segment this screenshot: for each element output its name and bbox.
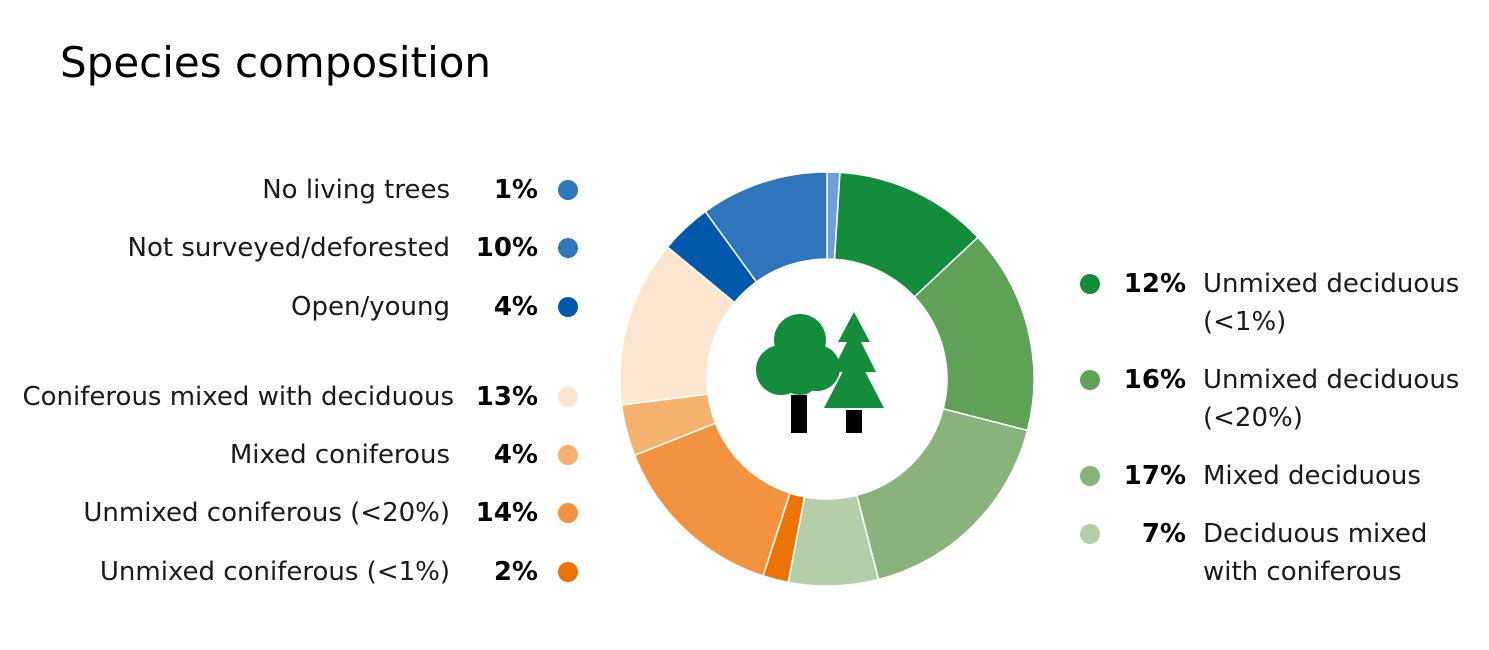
legend-label: Mixed deciduous xyxy=(1203,461,1421,491)
legend-left-item: No living trees 1% xyxy=(0,171,580,209)
legend-label: No living trees xyxy=(262,175,450,205)
legend-right-item: 12% Unmixed deciduous (<1%) xyxy=(1078,265,1478,345)
legend-label: Unmixed deciduous xyxy=(1203,269,1460,299)
legend-label: Deciduous mixed xyxy=(1203,519,1428,549)
legend-percent: 7% xyxy=(1141,519,1186,549)
legend-label-line2: with coniferous xyxy=(1203,557,1402,587)
legend-dot xyxy=(1080,370,1100,390)
legend-percent: 4% xyxy=(493,292,538,322)
trees-icon xyxy=(756,312,884,433)
legend-label: Mixed coniferous xyxy=(229,440,450,470)
legend-left-item: Open/young 4% xyxy=(0,288,580,326)
legend-right-item: 7% Deciduous mixed with coniferous xyxy=(1078,515,1478,595)
legend-label: Unmixed coniferous (<1%) xyxy=(99,557,450,587)
legend-label: Unmixed coniferous (<20%) xyxy=(83,498,450,528)
legend-right-item: 17% Mixed deciduous xyxy=(1078,457,1478,537)
legend-left-item: Coniferous mixed with deciduous 13% xyxy=(0,378,580,416)
legend-dot xyxy=(558,180,578,200)
legend-percent: 12% xyxy=(1123,269,1186,299)
legend-label: Unmixed deciduous xyxy=(1203,365,1460,395)
slice-not-surveyed-deforested xyxy=(704,171,828,283)
legend-left-item: Unmixed coniferous (<1%) 2% xyxy=(0,553,580,591)
legend-dot xyxy=(1080,466,1100,486)
legend-dot xyxy=(558,503,578,523)
legend-percent: 4% xyxy=(493,440,538,470)
legend-label: Coniferous mixed with deciduous xyxy=(22,382,455,412)
legend-percent: 10% xyxy=(475,233,538,263)
legend-label-line2: (<20%) xyxy=(1203,403,1303,433)
legend-percent: 16% xyxy=(1123,365,1186,395)
legend-left-item: Not surveyed/deforested 10% xyxy=(0,229,580,267)
legend-dot xyxy=(558,387,578,407)
legend-label: Open/young xyxy=(291,292,450,322)
legend-right-item: 16% Unmixed deciduous (<20%) xyxy=(1078,361,1478,441)
donut-slices xyxy=(619,171,1035,587)
legend-label: Not surveyed/deforested xyxy=(127,233,450,263)
legend-percent: 1% xyxy=(493,175,538,205)
legend-percent: 13% xyxy=(475,382,538,412)
legend-percent: 17% xyxy=(1123,461,1186,491)
legend-percent: 2% xyxy=(493,557,538,587)
legend-dot xyxy=(1080,524,1100,544)
legend-dot xyxy=(558,297,578,317)
legend-left-item: Unmixed coniferous (<20%) 14% xyxy=(0,494,580,532)
legend-dot xyxy=(558,445,578,465)
legend-percent: 14% xyxy=(475,498,538,528)
legend-label-line2: (<1%) xyxy=(1203,307,1287,337)
chart-title: Species composition xyxy=(60,38,492,87)
legend-left-item: Mixed coniferous 4% xyxy=(0,436,580,474)
legend-dot xyxy=(1080,274,1100,294)
slice-mixed-deciduous xyxy=(855,407,1029,581)
legend-dot xyxy=(558,238,578,258)
legend-dot xyxy=(558,562,578,582)
